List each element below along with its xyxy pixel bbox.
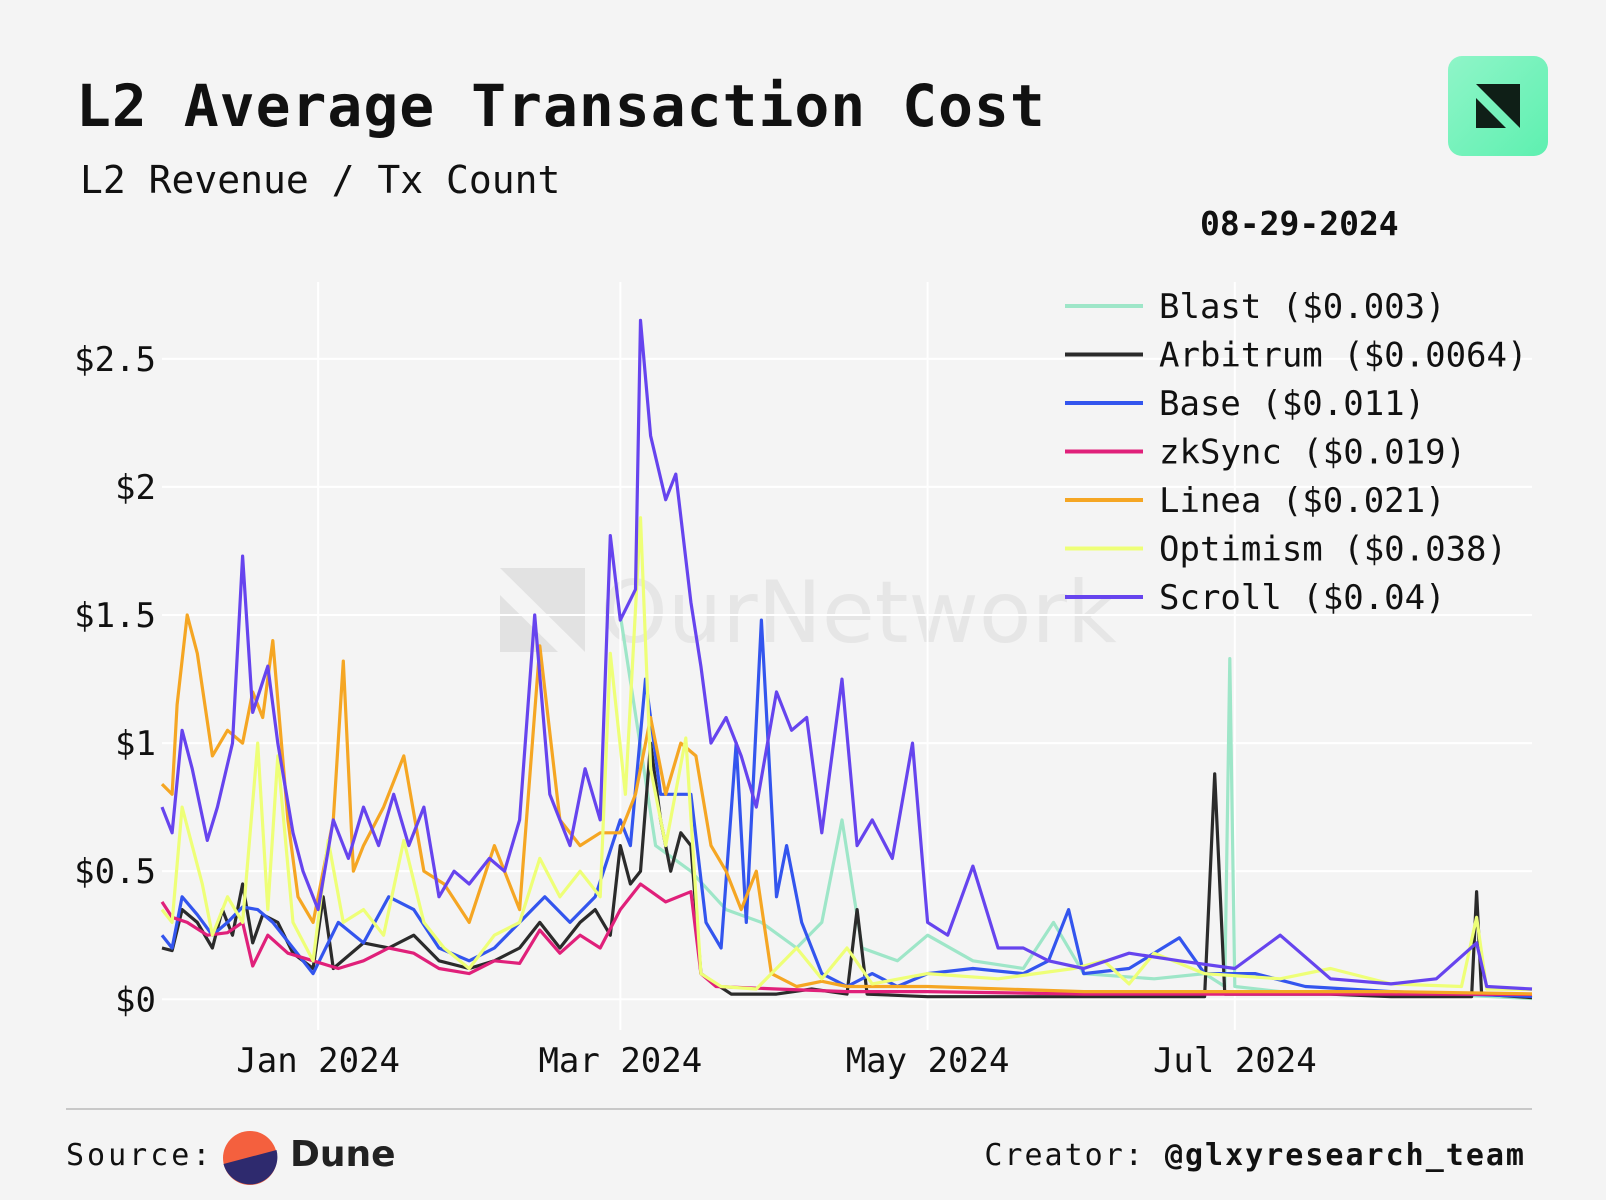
footer-divider	[66, 1108, 1532, 1110]
page-subtitle: L2 Revenue / Tx Count	[80, 158, 561, 202]
y-tick-label: $2	[115, 468, 156, 508]
x-tick-label: Jul 2024	[1153, 1041, 1317, 1081]
ournetwork-logo	[1448, 56, 1548, 156]
source-name: Dune	[290, 1134, 396, 1175]
series-line-blast	[618, 614, 1533, 1001]
legend-label-zksync: zkSync ($0.019)	[1159, 433, 1466, 473]
series-line-arbitrum	[161, 741, 1533, 1000]
legend-label-optimism: Optimism ($0.038)	[1159, 530, 1507, 570]
x-tick-label: Jan 2024	[236, 1041, 400, 1081]
report-date: 08-29-2024	[1200, 204, 1399, 243]
series-line-base	[160, 618, 1533, 998]
chart-legend: Blast ($0.003) Arbitrum ($0.0064) Base ($0…	[1065, 287, 1527, 618]
page-title: L2 Average Transaction Cost	[76, 72, 1046, 140]
legend-label-arbitrum: Arbitrum ($0.0064)	[1159, 336, 1527, 376]
creator-credit: Creator: @glxyresearch_team	[984, 1138, 1526, 1173]
creator-label: Creator:	[984, 1138, 1145, 1173]
dune-logo-icon	[223, 1131, 278, 1185]
logo-shape-lower	[1476, 98, 1506, 128]
series-line-scroll	[160, 318, 1533, 991]
y-tick-label: $2.5	[74, 340, 156, 380]
legend-label-scroll: Scroll ($0.04)	[1159, 578, 1446, 618]
watermark-logo-upper	[500, 568, 585, 652]
ournetwork-logo-icon	[1476, 84, 1520, 128]
legend-label-base: Base ($0.011)	[1159, 384, 1425, 424]
y-axis-ticks: $0 $0.5 $1 $1.5 $2 $2.5	[74, 340, 156, 1020]
source-label: Source:	[66, 1138, 214, 1173]
creator-handle[interactable]: @glxyresearch_team	[1164, 1138, 1526, 1173]
series-line-optimism	[160, 516, 1533, 992]
ournetwork-watermark: OurNetwork	[500, 563, 1117, 663]
logo-shape-upper	[1476, 84, 1520, 128]
dune-logo-band	[223, 1150, 278, 1185]
legend-label-linea: Linea ($0.021)	[1159, 481, 1446, 521]
x-axis-ticks: Jan 2024 Mar 2024 May 2024 Jul 2024	[236, 1041, 1316, 1081]
y-tick-label: $1.5	[74, 596, 156, 636]
x-tick-label: Mar 2024	[538, 1041, 702, 1081]
watermark-text: OurNetwork	[600, 563, 1117, 663]
legend-label-blast: Blast ($0.003)	[1159, 287, 1446, 327]
y-tick-label: $0	[115, 980, 156, 1020]
y-tick-label: $0.5	[74, 852, 156, 892]
x-tick-label: May 2024	[846, 1041, 1010, 1081]
chart-series	[160, 318, 1533, 1001]
series-line-zksync	[160, 882, 1533, 996]
y-tick-label: $1	[115, 724, 156, 764]
watermark-logo-lower	[500, 595, 558, 652]
